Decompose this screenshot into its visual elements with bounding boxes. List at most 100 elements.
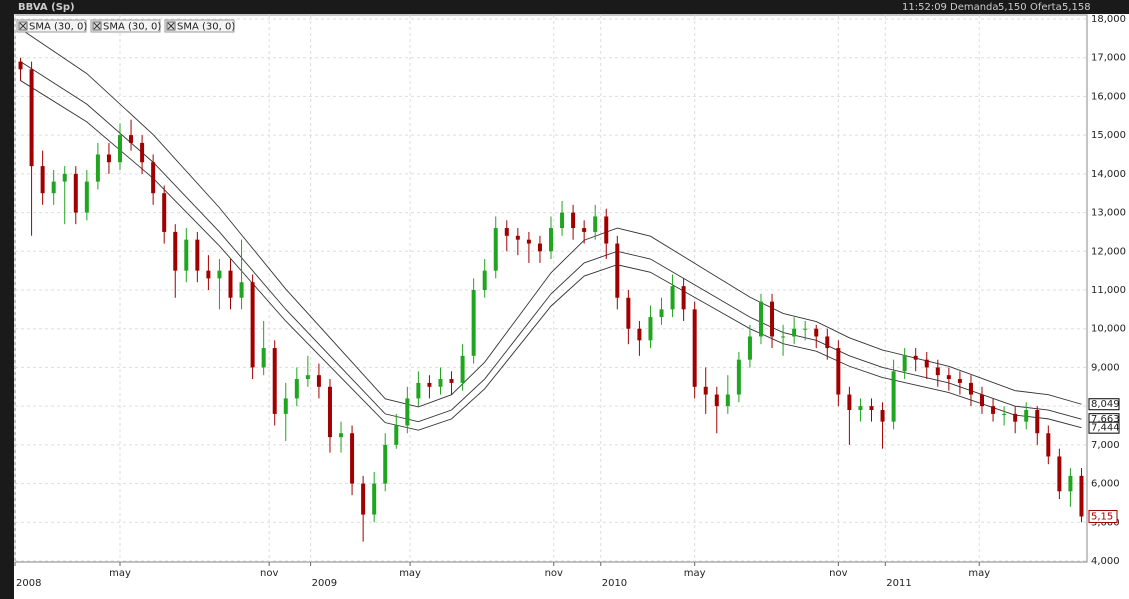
candle-body xyxy=(714,394,719,407)
bid-label: Demanda xyxy=(950,2,999,13)
legend-close-x xyxy=(19,22,27,30)
y-tick-label: 7,000 xyxy=(1091,440,1120,451)
candle-body xyxy=(1046,433,1051,457)
candle-body xyxy=(394,425,399,445)
candle-body xyxy=(1035,410,1040,434)
legend-box xyxy=(16,19,87,33)
sma-line xyxy=(20,61,1082,423)
y-tick-label: 15,000 xyxy=(1091,130,1126,141)
y-tick-label: 14,000 xyxy=(1091,169,1126,180)
candle-body xyxy=(659,309,664,318)
ask: 5,158 xyxy=(1062,2,1091,13)
candle-body xyxy=(40,166,45,194)
candle-body xyxy=(305,375,310,380)
y-tick-label: 17,000 xyxy=(1091,53,1126,64)
candle-body xyxy=(129,135,134,143)
candle-body xyxy=(471,290,476,356)
candle-body xyxy=(195,239,200,271)
candle-body xyxy=(560,212,565,229)
candle-body xyxy=(1068,475,1073,492)
candle-body xyxy=(217,270,222,279)
x-tick-label: may xyxy=(399,568,421,579)
candle-body xyxy=(62,173,67,182)
candle-body xyxy=(980,394,985,407)
last-price-label: 5,15 xyxy=(1091,511,1113,522)
x-tick-label: 2011 xyxy=(886,578,911,589)
x-tick-label: 2008 xyxy=(16,578,41,589)
sma-line xyxy=(20,80,1082,431)
candle-body xyxy=(1079,475,1084,517)
candle-body xyxy=(515,235,520,240)
candle-body xyxy=(526,239,531,244)
legend-close-x xyxy=(167,22,175,30)
candle-body xyxy=(692,309,697,387)
candle-body xyxy=(261,348,266,368)
clock: 11:52:09 xyxy=(902,2,947,13)
end-label: 8,049 xyxy=(1091,399,1120,410)
candle-body xyxy=(924,359,929,368)
candle-body xyxy=(869,406,874,411)
candle-body xyxy=(747,336,752,360)
y-tick-label: 13,000 xyxy=(1091,208,1126,219)
candle-body xyxy=(73,173,78,213)
candle-body xyxy=(781,336,786,338)
candle-body xyxy=(239,282,244,298)
candle-body xyxy=(1057,456,1062,492)
x-tick-label: may xyxy=(109,568,131,579)
candle-body xyxy=(372,483,377,515)
candle-body xyxy=(361,483,366,515)
x-tick-label: 2010 xyxy=(602,578,627,589)
candle-body xyxy=(891,371,896,422)
candle-body xyxy=(29,69,34,167)
candle-body xyxy=(770,301,775,337)
legend-box xyxy=(90,19,161,33)
sma-line xyxy=(20,28,1082,408)
candle-body xyxy=(725,394,730,407)
y-tick-label: 16,000 xyxy=(1091,91,1126,102)
candle-body xyxy=(206,270,211,279)
y-tick-label: 6,000 xyxy=(1091,479,1120,490)
end-label: 7,444 xyxy=(1091,423,1120,434)
candle-body xyxy=(84,181,89,213)
candle-body xyxy=(571,212,576,229)
candle-body xyxy=(173,231,178,271)
y-tick-label: 12,000 xyxy=(1091,246,1126,257)
candle-body xyxy=(703,386,708,395)
y-tick-label: 10,000 xyxy=(1091,324,1126,335)
last-price-box xyxy=(1088,509,1118,523)
candle-body xyxy=(1002,413,1007,415)
y-tick-label: 9,000 xyxy=(1091,362,1120,373)
candle-body xyxy=(946,375,951,380)
candle-body xyxy=(482,270,487,290)
candle-body xyxy=(615,243,620,298)
candle-body xyxy=(648,317,653,341)
candle-body xyxy=(140,142,145,163)
candle-body xyxy=(162,193,167,232)
legend-close-x xyxy=(93,22,101,30)
candle-body xyxy=(637,328,642,341)
candle-body xyxy=(405,398,410,426)
end-label-box xyxy=(1088,398,1120,411)
x-tick-label: nov xyxy=(829,568,847,579)
legend-label: SMA (30, 0) xyxy=(29,22,87,33)
candle-body xyxy=(106,154,111,163)
candle-body xyxy=(913,355,918,360)
candle-body xyxy=(272,348,277,414)
candle-body xyxy=(339,433,344,438)
y-tick-label: 18,000 xyxy=(1091,14,1126,25)
x-tick-label: may xyxy=(684,568,706,579)
candle-body xyxy=(250,282,255,368)
candle-body xyxy=(228,270,233,298)
legend-box xyxy=(164,19,235,33)
candle-body xyxy=(18,61,23,70)
candle-body xyxy=(604,216,609,244)
candle-body xyxy=(493,228,498,271)
candle-body xyxy=(803,328,808,330)
legend-entry: SMA (30, 0) xyxy=(16,19,87,33)
candle-body xyxy=(902,355,907,372)
candle-body xyxy=(151,162,156,194)
bid: 5,150 xyxy=(998,2,1027,13)
candle-body xyxy=(582,228,587,232)
candle-body xyxy=(294,379,299,399)
plot-area xyxy=(14,14,1088,563)
